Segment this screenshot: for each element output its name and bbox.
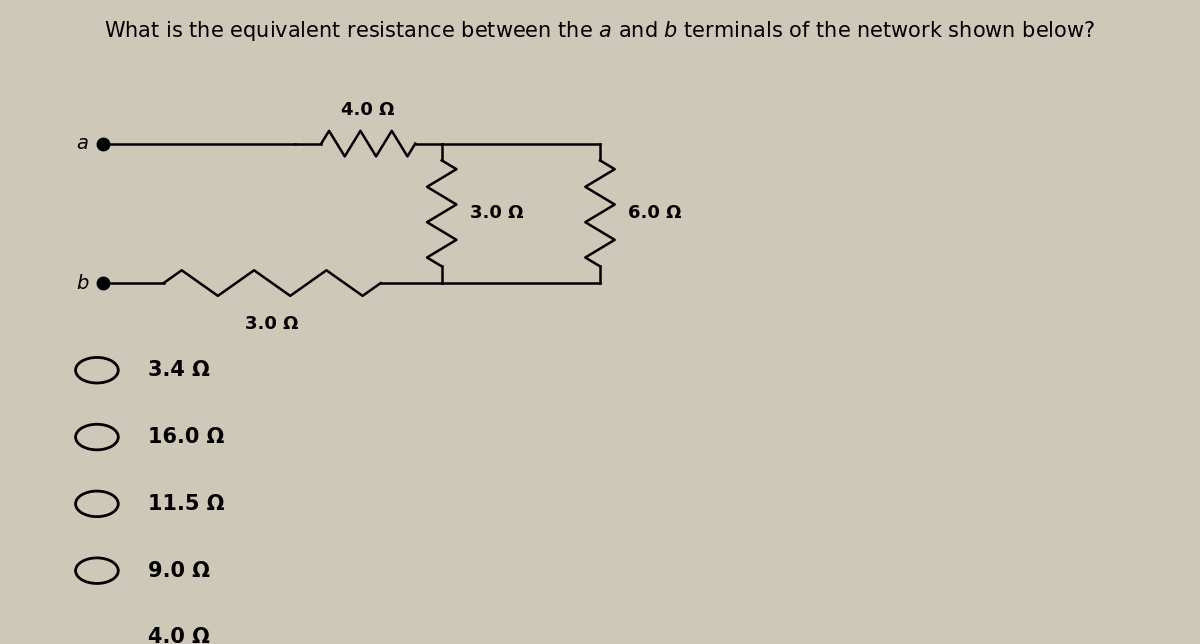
Text: 9.0 Ω: 9.0 Ω	[148, 561, 210, 581]
Text: 3.0 Ω: 3.0 Ω	[245, 315, 299, 333]
Text: What is the equivalent resistance between the $a$ and $b$ terminals of the netwo: What is the equivalent resistance betwee…	[104, 19, 1096, 43]
Text: 16.0 Ω: 16.0 Ω	[148, 427, 224, 447]
Text: 4.0 Ω: 4.0 Ω	[148, 627, 210, 644]
Text: 3.4 Ω: 3.4 Ω	[148, 360, 210, 380]
Text: 4.0 Ω: 4.0 Ω	[342, 101, 395, 119]
Text: 11.5 Ω: 11.5 Ω	[148, 494, 224, 514]
Text: $a$: $a$	[77, 134, 89, 153]
Text: 3.0 Ω: 3.0 Ω	[470, 204, 523, 222]
Text: $b$: $b$	[76, 274, 89, 292]
Text: 6.0 Ω: 6.0 Ω	[629, 204, 682, 222]
